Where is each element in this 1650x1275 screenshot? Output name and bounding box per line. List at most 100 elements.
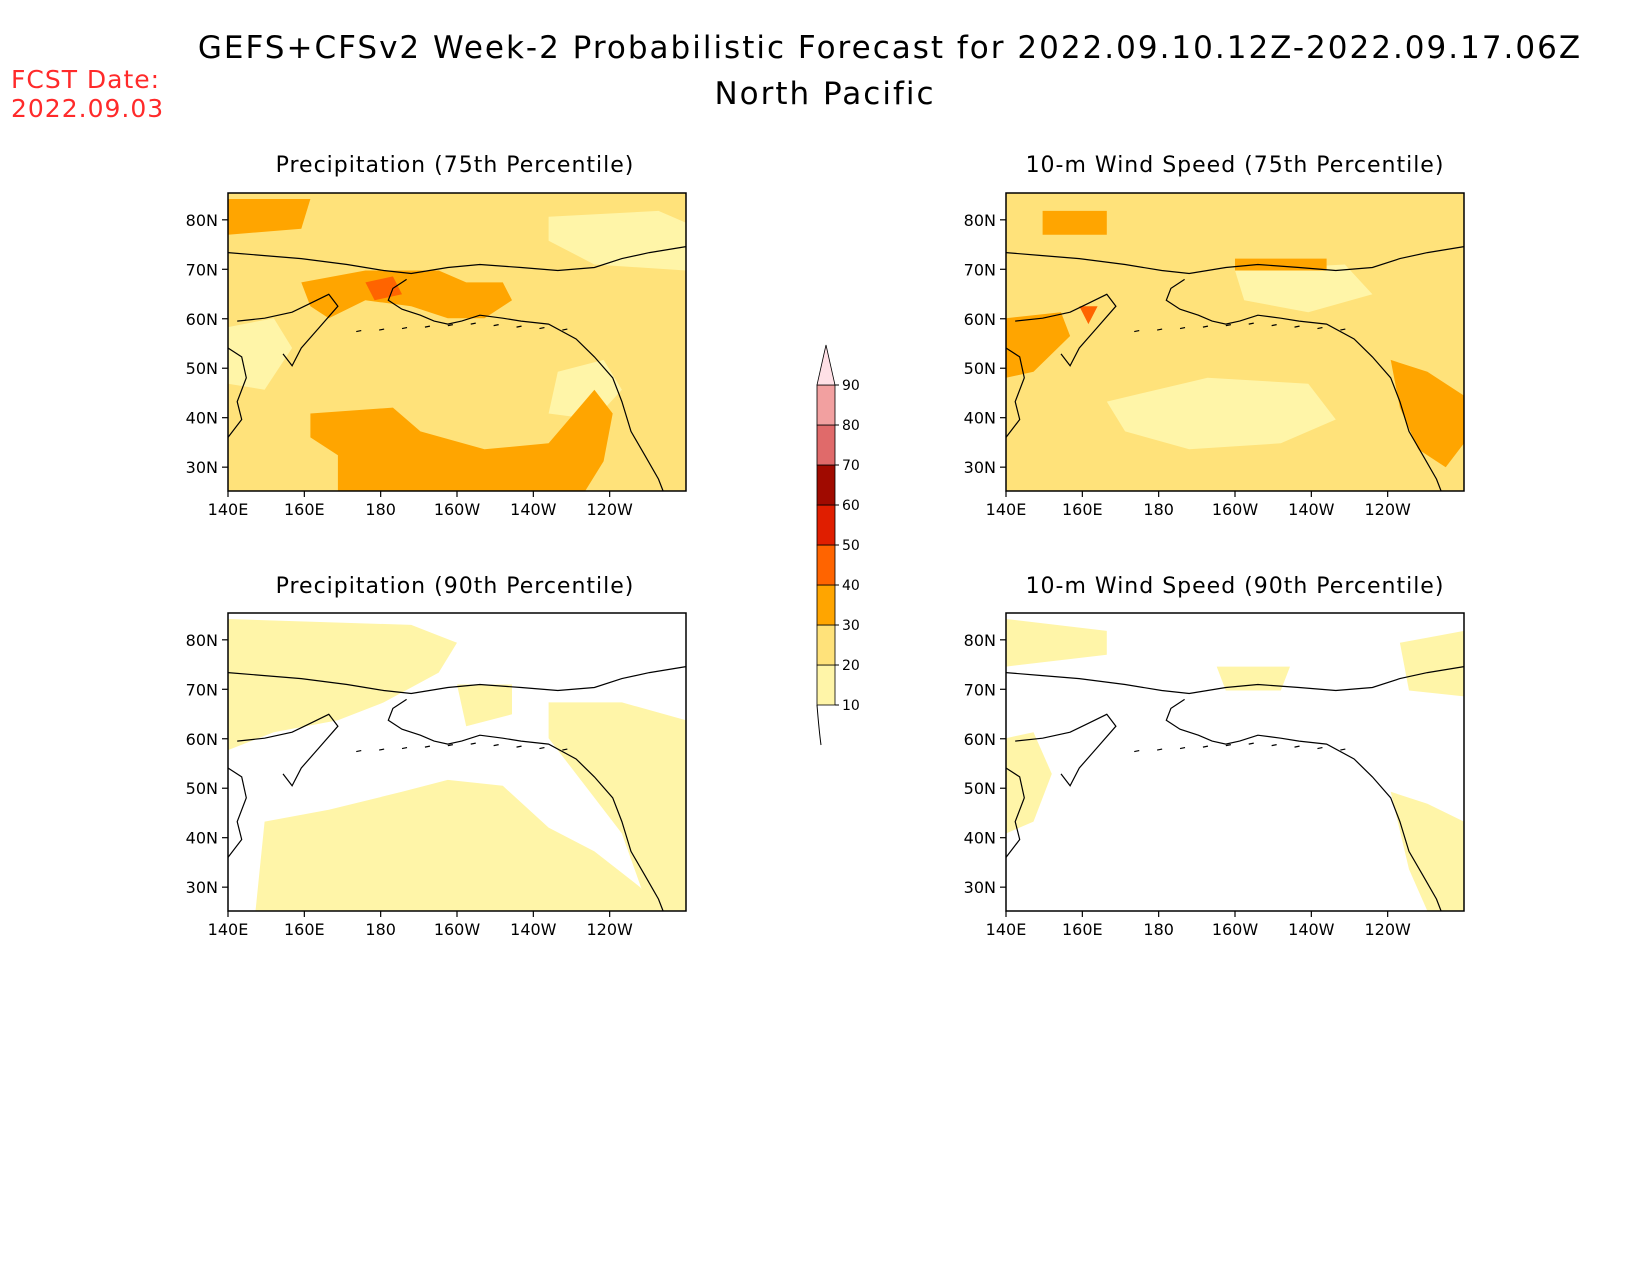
fcst-date-value: 2022.09.03: [11, 94, 165, 123]
colorbar-swatch: [816, 424, 836, 466]
island-segment: [1134, 329, 1140, 333]
lon-tick-label: 180: [365, 500, 396, 519]
colorbar-label: 80: [842, 418, 860, 434]
island-segment: [1294, 325, 1300, 328]
island-segment: [516, 745, 522, 748]
lat-tick-label: 60N: [186, 730, 218, 749]
main-title: GEFS+CFSv2 Week-2 Probabilistic Forecast…: [197, 30, 1583, 66]
island-segment: [1340, 328, 1346, 331]
colorbar-label: 30: [842, 618, 860, 634]
colorbar-swatch: [816, 384, 836, 426]
lon-tick-label: 160E: [1062, 500, 1103, 519]
lon-tick-label: 120W: [586, 920, 633, 939]
coastline: [387, 278, 664, 492]
coastline: [1005, 246, 1465, 275]
coastline: [1165, 698, 1442, 912]
contour-region: [1006, 619, 1107, 667]
coastline: [227, 767, 247, 858]
coastline: [1005, 666, 1465, 695]
lon-tick-label: 160W: [434, 500, 481, 519]
contour-region: [1106, 377, 1336, 450]
colorbar-label: 70: [842, 458, 860, 474]
island-segment: [1157, 328, 1163, 331]
island-segment: [1179, 327, 1186, 330]
lon-tick-label: 140W: [1288, 920, 1335, 939]
colorbar-swatch: [816, 504, 836, 546]
lon-tick-label: 140E: [986, 500, 1027, 519]
lon-tick-label: 120W: [1364, 920, 1411, 939]
island-segment: [1271, 324, 1277, 327]
coastline: [237, 713, 339, 787]
contour-region: [1042, 210, 1107, 235]
lat-tick-label: 40N: [964, 829, 996, 848]
island-segment: [356, 329, 362, 333]
contour-region: [228, 318, 293, 390]
island-segment: [379, 328, 385, 331]
colorbar-swatch: [816, 584, 836, 626]
contour-region: [1079, 306, 1098, 325]
lat-tick-label: 80N: [964, 211, 996, 230]
map-precip-75: 140E 160E 180 160W 140W 120W 80N 70N 60N 50N 40N 30…: [186, 192, 687, 519]
lat-tick-label: 60N: [964, 730, 996, 749]
coastline: [1015, 293, 1117, 367]
contour-region: [1390, 791, 1464, 911]
contour-region: [310, 389, 613, 491]
lon-tick-label: 160W: [1212, 500, 1259, 519]
island-segment: [447, 324, 453, 327]
lon-tick-label: 160E: [1062, 920, 1103, 939]
coastline: [1005, 347, 1025, 438]
panel-title-wind-90: 10-m Wind Speed (90th Percentile): [1025, 574, 1445, 599]
lon-tick-label: 140E: [208, 500, 249, 519]
island-segment: [1157, 748, 1163, 751]
island-segment: [539, 327, 545, 330]
lat-tick-label: 60N: [186, 310, 218, 329]
colorbar-label: 90: [842, 378, 860, 394]
colorbar-label: 40: [842, 578, 860, 594]
island-segment: [470, 322, 476, 325]
lon-tick-label: 140W: [1288, 500, 1335, 519]
island-segment: [1271, 744, 1277, 747]
island-segment: [1225, 744, 1231, 747]
lat-tick-label: 40N: [186, 409, 218, 428]
colorbar-label: 50: [842, 538, 860, 554]
island-segment: [447, 744, 453, 747]
island-segment: [470, 742, 476, 745]
lat-tick-label: 30N: [186, 878, 218, 897]
lon-tick-label: 180: [365, 920, 396, 939]
island-segment: [1134, 749, 1140, 753]
contour-region: [548, 702, 686, 911]
lat-tick-label: 70N: [964, 680, 996, 699]
map-precip-90: 140E 160E 180 160W 140W 120W 80N 70N 60N 50N 40N 30…: [186, 612, 687, 939]
colorbar-cap-bottom: [816, 704, 822, 746]
lat-tick-label: 30N: [186, 458, 218, 477]
colorbar-label: 20: [842, 658, 860, 674]
island-segment: [356, 749, 362, 753]
fcst-date-label: FCST Date:: [11, 65, 161, 94]
island-segment: [1179, 747, 1186, 750]
contour-region: [1216, 666, 1290, 691]
lat-tick-label: 30N: [964, 458, 996, 477]
coastline: [387, 698, 664, 912]
coastline: [1165, 278, 1442, 492]
contour-region: [228, 619, 457, 751]
lat-tick-label: 50N: [186, 779, 218, 798]
lat-tick-label: 80N: [964, 631, 996, 650]
island-segment: [493, 324, 499, 327]
island-segment: [1340, 748, 1346, 751]
colorbar-swatch: [816, 624, 836, 666]
lat-tick-label: 70N: [186, 680, 218, 699]
coastline: [1015, 713, 1117, 787]
island-segment: [1294, 745, 1300, 748]
panel-title-wind-75: 10-m Wind Speed (75th Percentile): [1025, 153, 1445, 178]
contour-region: [457, 684, 512, 727]
island-segment: [562, 748, 568, 751]
coastline: [227, 666, 687, 695]
lat-tick-label: 50N: [186, 359, 218, 378]
lat-tick-label: 30N: [964, 878, 996, 897]
island-segment: [424, 745, 431, 748]
island-segment: [539, 747, 545, 750]
colorbar-swatch: [816, 664, 836, 706]
panel-title-precip-90: Precipitation (90th Percentile): [275, 574, 635, 599]
lon-tick-label: 140E: [986, 920, 1027, 939]
lat-tick-label: 50N: [964, 779, 996, 798]
